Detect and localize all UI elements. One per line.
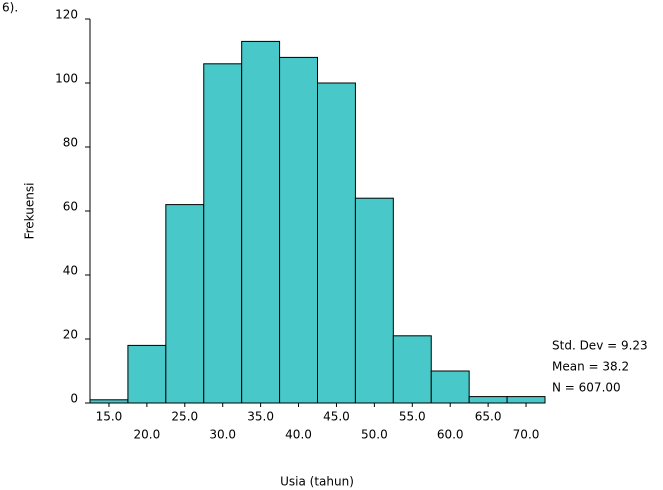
y-tick-label: 40 (63, 264, 78, 278)
bar (204, 64, 242, 403)
y-axis-label: Frekuensi (23, 183, 37, 240)
x-tick-label: 25.0 (171, 410, 198, 424)
bar (242, 41, 280, 403)
x-tick-label: 70.0 (513, 428, 540, 442)
x-tick-label: 30.0 (209, 428, 236, 442)
x-tick-label: 50.0 (361, 428, 388, 442)
stats-text: N = 607.00 (552, 381, 621, 395)
bar (507, 397, 545, 403)
x-tick-label: 15.0 (96, 410, 123, 424)
x-axis-label: Usia (tahun) (280, 475, 354, 489)
x-tick-label: 35.0 (247, 410, 274, 424)
bar (431, 371, 469, 403)
x-tick-label: 20.0 (134, 428, 161, 442)
bar (128, 345, 166, 403)
x-tick-label: 65.0 (475, 410, 502, 424)
y-tick-label: 100 (55, 72, 78, 86)
bar (355, 198, 393, 403)
y-tick-label: 0 (70, 392, 78, 406)
y-tick-label: 20 (63, 328, 78, 342)
bar (280, 57, 318, 403)
y-tick-label: 120 (55, 8, 78, 22)
bar (393, 336, 431, 403)
x-tick-label: 55.0 (399, 410, 426, 424)
stats-text: Std. Dev = 9.23 (552, 339, 648, 353)
chart: 6). Usia (tahun) Frekuensi 0 20 40 60 80 100 1… (0, 0, 663, 490)
bar (469, 397, 507, 403)
stats-text: Mean = 38.2 (552, 360, 629, 374)
x-tick-label: 45.0 (323, 410, 350, 424)
y-tick-label: 80 (63, 136, 78, 150)
x-tick-label: 40.0 (285, 428, 312, 442)
bar (166, 205, 204, 403)
bar (318, 83, 356, 403)
y-tick-label: 60 (63, 200, 78, 214)
x-tick-label: 60.0 (437, 428, 464, 442)
corner-text: 6). (2, 1, 18, 15)
